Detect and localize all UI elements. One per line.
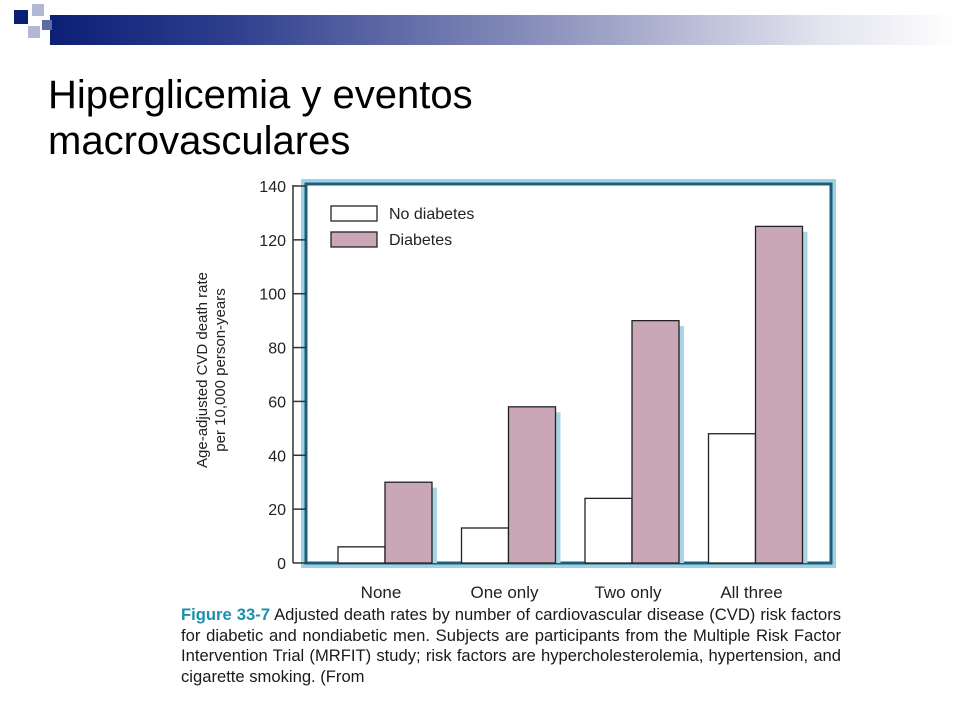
y-tick-label: 60: [268, 394, 286, 411]
bar-no-diabetes: [460, 527, 510, 564]
caption-label: Figure 33-7: [181, 605, 270, 624]
slide-title: Hiperglicemia y eventos macrovasculares: [48, 73, 473, 163]
decor-square-mid: [42, 20, 52, 30]
decor-square-light-2: [28, 26, 40, 38]
y-tick-label: 80: [268, 341, 286, 358]
legend-label: No diabetes: [389, 206, 474, 223]
decor-square-light: [32, 4, 44, 16]
x-tick-label: Two only: [594, 583, 662, 602]
y-tick-label: 40: [268, 448, 286, 465]
figure-caption: Figure 33-7 Adjusted death rates by numb…: [181, 605, 841, 687]
y-axis-label-line2: per 10,000 person-years: [212, 288, 229, 451]
bar-no-diabetes: [707, 433, 757, 564]
legend-swatch: [330, 231, 378, 248]
x-tick-label: None: [361, 583, 402, 602]
y-tick-label: 0: [277, 556, 286, 573]
x-tick-label: One only: [470, 583, 539, 602]
bar-no-diabetes: [584, 497, 633, 564]
y-tick-label: 120: [259, 233, 286, 250]
title-decor-bar: [50, 15, 960, 45]
bar-diabetes: [507, 406, 557, 564]
legend-label: Diabetes: [389, 232, 452, 249]
caption-text: Adjusted death rates by number of cardio…: [181, 605, 842, 686]
legend-swatch: [330, 205, 378, 222]
bar-no-diabetes: [337, 546, 386, 564]
y-axis-label-line1: Age-adjusted CVD death rate: [194, 272, 211, 468]
bar-diabetes: [631, 319, 680, 564]
y-tick-label: 100: [259, 287, 286, 304]
decor-square-dark: [14, 10, 28, 24]
bar-diabetes: [754, 225, 804, 564]
y-tick-label: 140: [259, 179, 286, 196]
bar-diabetes: [384, 481, 433, 564]
x-tick-label: All three: [720, 583, 782, 602]
y-tick-label: 20: [268, 502, 286, 519]
chart-frame-outer: [301, 179, 836, 568]
